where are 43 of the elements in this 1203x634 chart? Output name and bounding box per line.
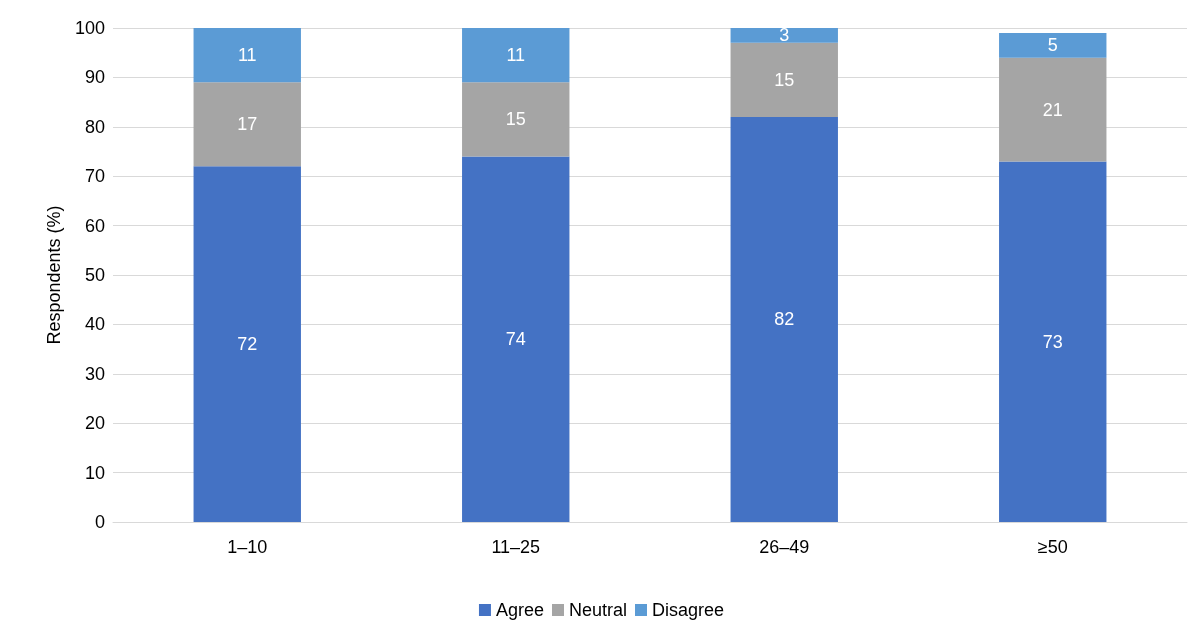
data-label: 11 <box>237 45 257 66</box>
bar <box>999 161 1107 522</box>
bar <box>730 116 838 522</box>
bar <box>999 57 1107 162</box>
data-label: 74 <box>505 329 526 350</box>
y-tick-label: 90 <box>84 67 105 88</box>
bar <box>462 82 570 157</box>
y-tick-label: 40 <box>84 314 105 335</box>
bar <box>462 156 570 522</box>
x-tick-label: 1–10 <box>227 537 268 557</box>
data-label: 72 <box>237 334 258 355</box>
bar <box>193 82 301 167</box>
data-label: 21 <box>1042 99 1063 120</box>
bar <box>462 28 570 83</box>
y-axis-title: Respondents (%) <box>44 205 64 345</box>
x-tick-label: 26–49 <box>759 537 810 557</box>
data-label: 82 <box>774 309 795 330</box>
y-tick-label: 80 <box>84 116 105 137</box>
x-tick-label: 11–25 <box>491 537 541 557</box>
bar <box>193 166 301 522</box>
y-tick-label: 0 <box>94 512 105 532</box>
y-tick-label: 20 <box>84 413 105 434</box>
bar <box>999 32 1107 58</box>
data-label: 17 <box>237 114 258 135</box>
data-label: 15 <box>774 69 795 90</box>
data-label: 11 <box>506 45 526 66</box>
y-tick-label: 10 <box>84 462 105 483</box>
x-tick-label: ≥50 <box>1037 537 1068 557</box>
bar <box>730 28 838 43</box>
y-tick-label: 100 <box>74 18 105 38</box>
y-tick-label: 30 <box>84 363 105 384</box>
y-tick-label: 70 <box>84 166 105 187</box>
legend-label: Disagree <box>652 600 725 620</box>
data-label: 73 <box>1042 331 1063 352</box>
data-label: 3 <box>779 25 790 46</box>
y-tick-label: 50 <box>84 265 105 285</box>
legend-label: Agree <box>495 600 544 620</box>
bar <box>730 42 838 117</box>
data-label: 15 <box>505 109 526 130</box>
y-tick-label: 60 <box>84 215 105 236</box>
legend-label: Neutral <box>568 600 628 620</box>
data-label: 5 <box>1047 35 1058 56</box>
bar <box>193 28 301 83</box>
